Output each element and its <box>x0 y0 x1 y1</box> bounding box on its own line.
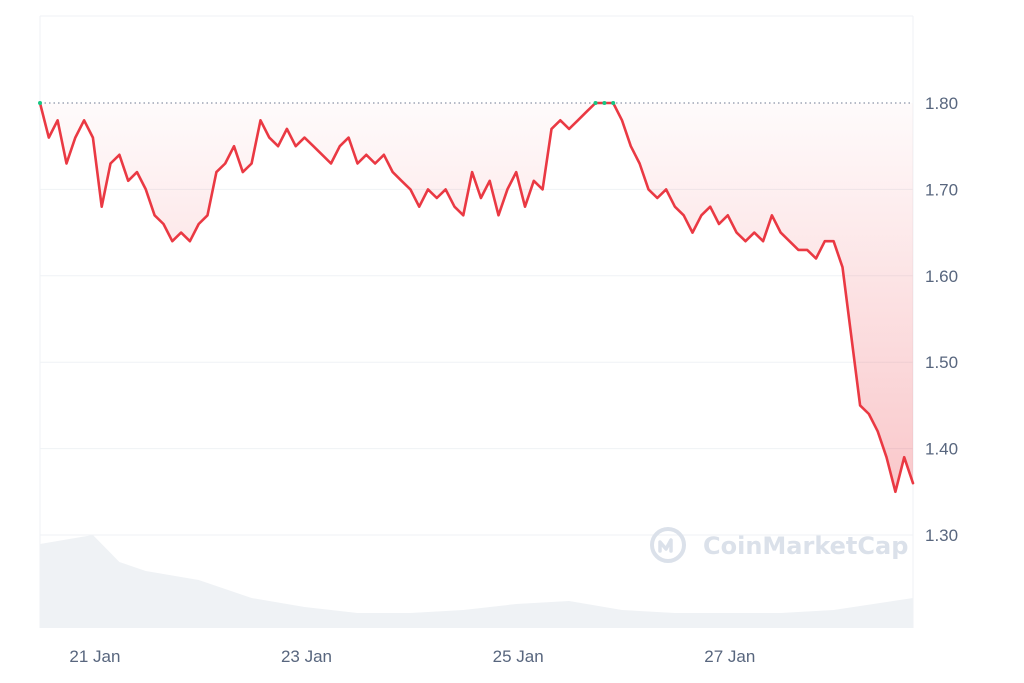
fill-shape <box>40 103 913 492</box>
volume-shape <box>40 535 913 628</box>
x-axis: 21 Jan 23 Jan 25 Jan 27 Jan <box>69 647 755 666</box>
y-tick-label: 1.40 <box>925 440 958 459</box>
above-reference-point <box>602 101 607 105</box>
price-series <box>38 101 915 494</box>
watermark-text: CoinMarketCap <box>703 532 908 560</box>
above-reference-point <box>38 101 42 105</box>
above-reference-point <box>611 101 616 105</box>
y-tick-label: 1.80 <box>925 94 958 113</box>
y-tick-label: 1.30 <box>925 526 958 545</box>
y-tick-label: 1.70 <box>925 180 958 199</box>
y-axis: 1.80 1.70 1.60 1.50 1.40 1.30 <box>925 94 958 545</box>
x-tick-label: 23 Jan <box>281 647 332 666</box>
coinmarketcap-logo-icon <box>650 527 686 563</box>
x-tick-label: 27 Jan <box>704 647 755 666</box>
x-tick-label: 21 Jan <box>69 647 120 666</box>
above-reference-point <box>593 101 598 105</box>
price-line <box>38 101 915 494</box>
y-tick-label: 1.50 <box>925 353 958 372</box>
price-fill-area <box>40 103 913 492</box>
watermark: CoinMarketCap <box>650 527 908 563</box>
x-tick-label: 25 Jan <box>493 647 544 666</box>
volume-area <box>40 535 913 628</box>
y-tick-label: 1.60 <box>925 267 958 286</box>
